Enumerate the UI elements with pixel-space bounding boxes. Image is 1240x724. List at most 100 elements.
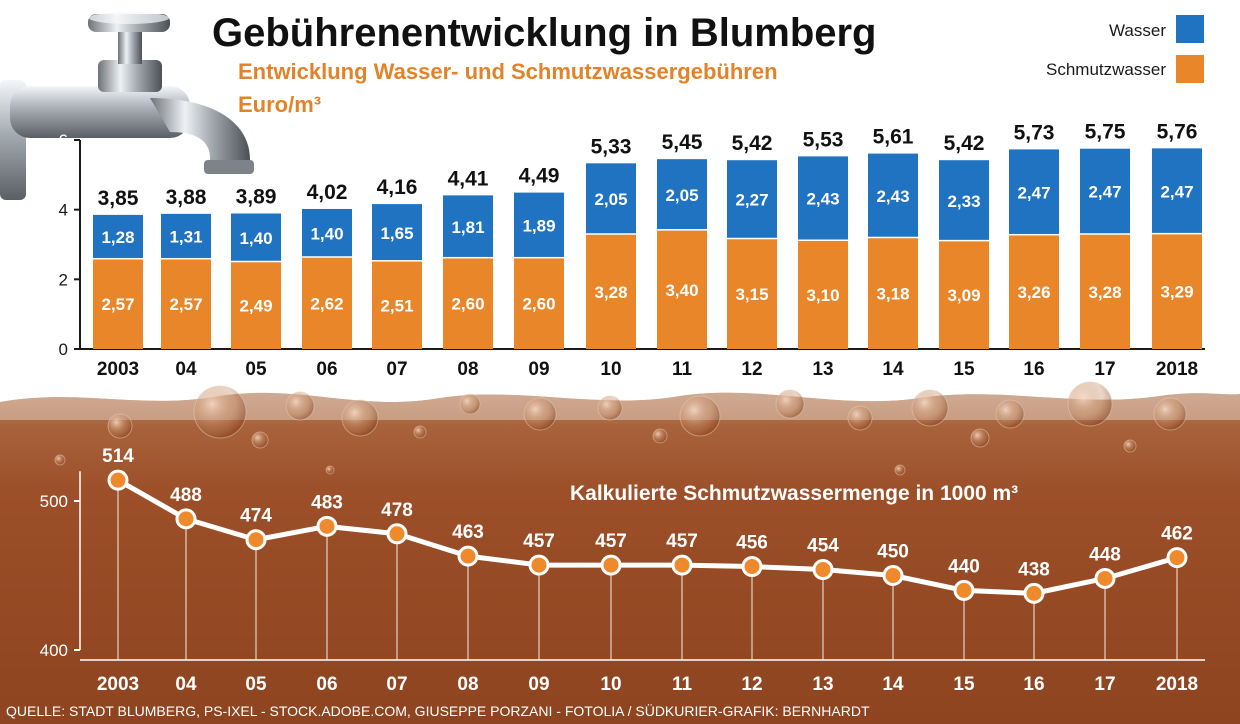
bubble — [524, 398, 556, 430]
bubble — [108, 414, 132, 438]
bubble — [912, 390, 948, 426]
x-tick-label: 05 — [245, 674, 267, 695]
data-point — [247, 531, 265, 549]
x-tick-label: 10 — [600, 674, 621, 695]
data-point — [459, 547, 477, 565]
legend-swatch-schmutzwasser — [1176, 55, 1204, 83]
y-tick-label: 2 — [59, 270, 68, 289]
x-tick-label: 2003 — [97, 674, 139, 695]
bar-total-label: 5,42 — [732, 132, 773, 155]
bar-label-schmutzwasser: 3,29 — [1160, 283, 1193, 302]
bar-label-schmutzwasser: 2,57 — [101, 295, 134, 314]
data-point-label: 456 — [736, 533, 768, 554]
data-point — [1168, 549, 1186, 567]
bar-label-schmutzwasser: 3,26 — [1017, 283, 1050, 302]
bar-label-wasser: 2,43 — [806, 190, 839, 209]
bubble — [286, 392, 314, 420]
bubble — [653, 429, 667, 443]
bar-total-label: 5,75 — [1085, 121, 1126, 144]
x-tick-label: 16 — [1023, 359, 1044, 380]
data-point-label: 483 — [311, 492, 343, 513]
data-point — [1096, 569, 1114, 587]
y-tick-label: 400 — [40, 641, 68, 660]
bar-label-wasser: 1,65 — [380, 224, 413, 243]
bubble — [326, 466, 334, 474]
legend: Wasser Schmutzwasser — [1046, 15, 1204, 83]
line-chart-title: Kalkulierte Schmutzwassermenge in 1000 m… — [570, 482, 1018, 505]
legend-label-wasser: Wasser — [1109, 21, 1166, 40]
x-tick-label: 15 — [953, 674, 975, 695]
data-point-label: 463 — [452, 522, 484, 543]
x-tick-label: 09 — [528, 674, 549, 695]
bar-label-schmutzwasser: 3,10 — [806, 286, 839, 305]
infographic: Gebührenentwicklung in Blumberg Entwickl… — [0, 0, 1240, 724]
x-tick-label: 15 — [953, 359, 975, 380]
data-point-label: 448 — [1089, 544, 1121, 565]
x-tick-label: 11 — [672, 674, 693, 695]
x-tick-label: 07 — [386, 674, 407, 695]
bubble — [55, 455, 65, 465]
data-point-label: 438 — [1018, 559, 1050, 580]
bar-label-schmutzwasser: 3,09 — [947, 286, 980, 305]
bubble — [194, 386, 246, 438]
bubble — [1154, 398, 1186, 430]
bar-total-label: 5,45 — [662, 131, 703, 154]
data-point — [743, 558, 761, 576]
data-point — [109, 471, 127, 489]
data-point-label: 488 — [170, 485, 202, 506]
bar-total-label: 5,61 — [873, 126, 914, 149]
bar-label-schmutzwasser: 3,15 — [735, 285, 768, 304]
bar-label-schmutzwasser: 3,28 — [594, 283, 627, 302]
bubble — [996, 400, 1024, 428]
x-tick-label: 04 — [175, 359, 197, 380]
data-point — [814, 561, 832, 579]
data-point-label: 454 — [807, 536, 839, 557]
bubble — [1068, 382, 1112, 426]
chart-subtitle: Entwicklung Wasser- und Schmutzwassergeb… — [238, 59, 778, 84]
bar-label-wasser: 2,47 — [1088, 183, 1121, 202]
bar-total-label: 5,73 — [1014, 121, 1055, 144]
bar-label-wasser: 1,89 — [522, 217, 555, 236]
legend-swatch-wasser — [1176, 15, 1204, 43]
x-tick-label: 13 — [812, 359, 833, 380]
data-point — [955, 581, 973, 599]
x-tick-label: 12 — [741, 359, 762, 380]
bar-label-schmutzwasser: 2,60 — [451, 295, 484, 314]
bubble — [342, 400, 378, 436]
bar-label-schmutzwasser: 2,60 — [522, 295, 555, 314]
bar-label-schmutzwasser: 2,51 — [380, 296, 413, 315]
bar-label-wasser: 1,40 — [310, 224, 343, 243]
bubble — [776, 390, 804, 418]
data-point-label: 457 — [595, 531, 627, 552]
bar-total-label: 5,53 — [803, 128, 844, 151]
bar-label-wasser: 1,40 — [239, 229, 272, 248]
data-point-label: 440 — [948, 556, 980, 577]
unit-label: Euro/m³ — [238, 92, 321, 117]
bar-total-label: 4,41 — [448, 167, 489, 190]
bubble — [680, 396, 720, 436]
y-tick-label: 6 — [59, 131, 68, 150]
x-tick-label: 06 — [316, 674, 337, 695]
data-point — [673, 556, 691, 574]
bar-label-schmutzwasser: 3,28 — [1088, 283, 1121, 302]
bar-total-label: 4,02 — [307, 181, 348, 204]
data-point-label: 514 — [102, 446, 134, 467]
bar-label-wasser: 1,81 — [451, 218, 484, 237]
y-tick-label: 500 — [40, 492, 68, 511]
x-tick-label: 13 — [812, 674, 833, 695]
data-point-label: 457 — [666, 531, 698, 552]
x-tick-label: 08 — [457, 674, 478, 695]
bar-label-wasser: 2,05 — [594, 190, 627, 209]
legend-label-schmutzwasser: Schmutzwasser — [1046, 60, 1166, 79]
bar-total-label: 3,89 — [236, 185, 277, 208]
data-point-label: 478 — [381, 500, 413, 521]
data-point-label: 474 — [240, 506, 272, 527]
bar-label-schmutzwasser: 2,49 — [239, 297, 272, 316]
x-tick-label: 06 — [316, 359, 337, 380]
bar-total-label: 5,33 — [591, 135, 632, 158]
data-point — [1025, 584, 1043, 602]
bar-label-schmutzwasser: 2,62 — [310, 294, 343, 313]
bar-label-wasser: 2,43 — [876, 187, 909, 206]
bar-total-label: 5,42 — [944, 132, 985, 155]
bar-label-schmutzwasser: 3,40 — [665, 281, 698, 300]
